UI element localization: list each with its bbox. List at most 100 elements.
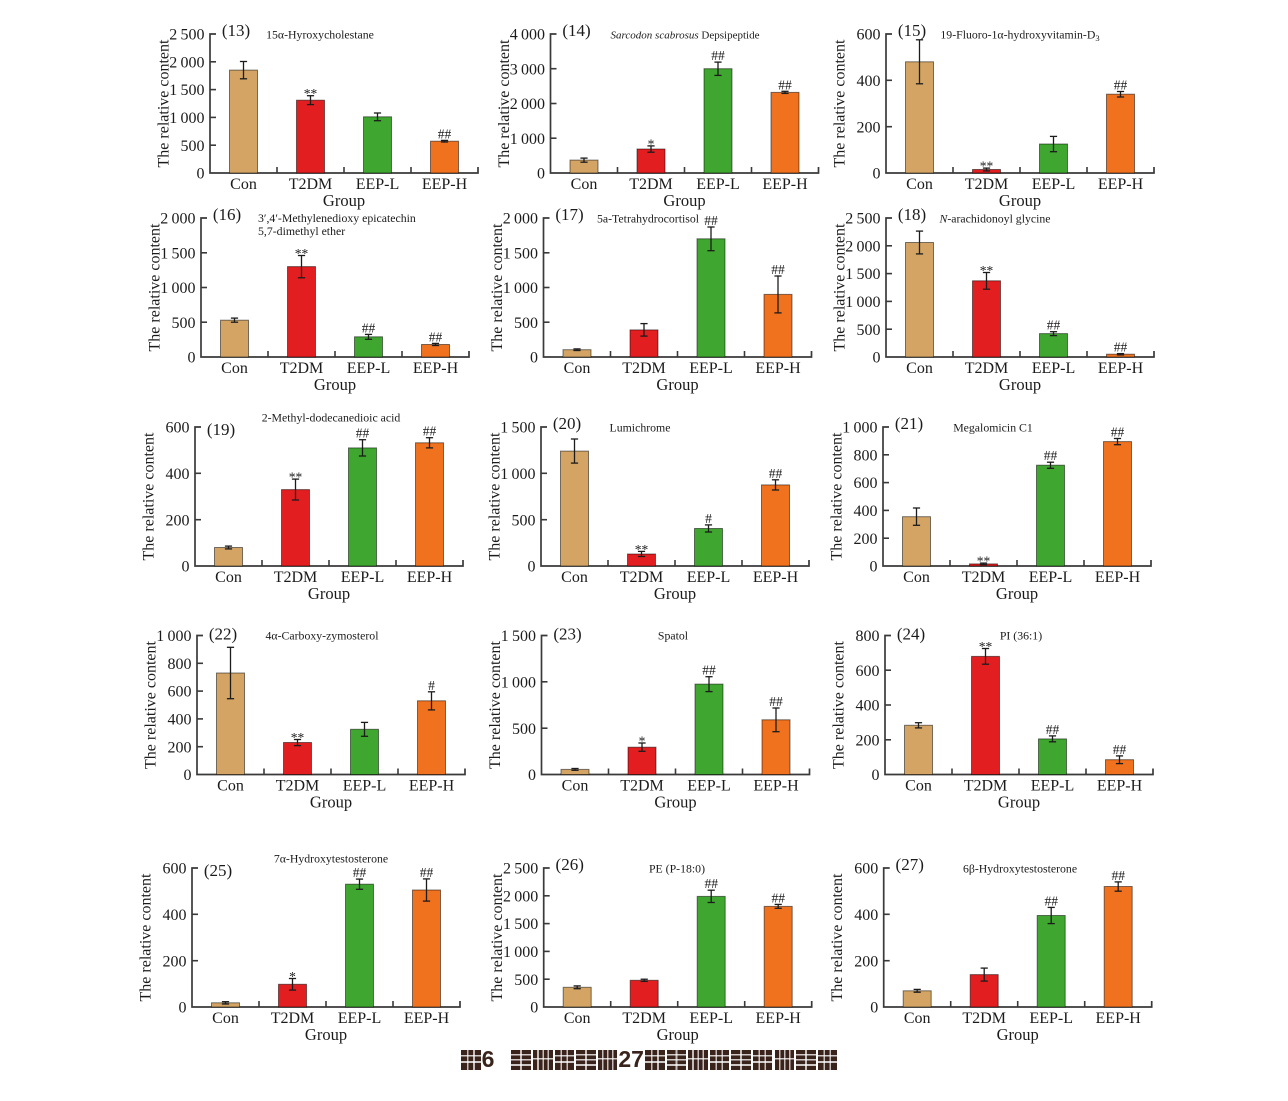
svg-text:Group: Group (323, 191, 365, 210)
svg-text:0: 0 (528, 767, 536, 784)
svg-text:Con: Con (564, 360, 591, 377)
svg-text:(20): (20) (553, 414, 581, 433)
svg-text:600: 600 (854, 475, 878, 492)
svg-text:##: ## (356, 426, 370, 441)
svg-text:(25): (25) (204, 861, 232, 880)
svg-text:Con: Con (212, 1010, 239, 1027)
svg-text:The relative content: The relative content (832, 39, 849, 167)
svg-text:##: ## (1111, 425, 1125, 440)
svg-text:**: ** (980, 263, 994, 278)
svg-text:EEP-L: EEP-L (687, 778, 731, 795)
svg-text:Sarcodon scabrosus Depsipeptid: Sarcodon scabrosus Depsipeptide (611, 30, 760, 42)
svg-text:EEP-H: EEP-H (762, 176, 808, 193)
svg-text:5,7-dimethyl ether: 5,7-dimethyl ether (258, 224, 345, 238)
svg-text:Con: Con (561, 569, 588, 586)
svg-text:0: 0 (870, 559, 878, 576)
svg-text:EEP-H: EEP-H (422, 176, 468, 193)
svg-text:**: ** (979, 639, 993, 654)
svg-text:0: 0 (197, 166, 205, 183)
svg-text:400: 400 (854, 907, 878, 924)
svg-text:The relative content: The relative content (487, 432, 504, 560)
svg-text:##: ## (438, 126, 452, 141)
svg-text:##: ## (702, 663, 716, 678)
svg-text:Con: Con (217, 778, 244, 795)
svg-text:500: 500 (512, 721, 536, 738)
svg-text:(23): (23) (553, 625, 581, 644)
svg-text:EEP-L: EEP-L (343, 778, 387, 795)
svg-text:EEP-L: EEP-L (687, 569, 731, 586)
svg-text:EEP-L: EEP-L (1031, 778, 1075, 795)
svg-text:Group: Group (654, 584, 696, 603)
svg-text:EEP-L: EEP-L (696, 176, 740, 193)
svg-text:600: 600 (857, 27, 881, 44)
svg-text:##: ## (769, 694, 783, 709)
svg-text:Con: Con (571, 176, 598, 193)
svg-text:T2DM: T2DM (280, 360, 324, 377)
svg-text:Megalomicin C1: Megalomicin C1 (953, 421, 1033, 435)
svg-text:##: ## (420, 865, 434, 880)
svg-text:T2DM: T2DM (622, 360, 666, 377)
svg-text:800: 800 (168, 656, 192, 673)
svg-text:PI (36:1): PI (36:1) (1000, 629, 1042, 643)
svg-text:*: * (289, 969, 296, 984)
svg-text:*: * (648, 136, 655, 151)
svg-text:#: # (705, 511, 712, 526)
svg-text:1 000: 1 000 (169, 110, 204, 127)
svg-text:##: ## (429, 329, 443, 344)
svg-text:Group: Group (310, 793, 352, 812)
svg-text:3 000: 3 000 (510, 61, 545, 78)
svg-text:600: 600 (163, 861, 187, 878)
svg-text:EEP-H: EEP-H (753, 778, 799, 795)
svg-text:T2DM: T2DM (620, 778, 664, 795)
svg-text:2-Methyl-dodecanedioic acid: 2-Methyl-dodecanedioic acid (262, 411, 401, 425)
svg-text:T2DM: T2DM (289, 176, 333, 193)
svg-text:##: ## (1113, 742, 1127, 757)
svg-text:0: 0 (530, 1000, 538, 1017)
svg-text:The relative content: The relative content (138, 873, 155, 1001)
svg-text:2 000: 2 000 (845, 238, 880, 255)
svg-text:**: ** (635, 542, 649, 557)
svg-text:2 000: 2 000 (169, 54, 204, 71)
svg-text:2 500: 2 500 (503, 861, 538, 878)
svg-text:EEP-H: EEP-H (404, 1010, 450, 1027)
svg-text:Spatol: Spatol (658, 629, 689, 643)
svg-text:EEP-L: EEP-L (347, 360, 391, 377)
svg-text:6β-Hydroxytestosterone: 6β-Hydroxytestosterone (963, 862, 1077, 876)
svg-text:The relative content: The relative content (832, 223, 849, 351)
svg-text:##: ## (1114, 340, 1128, 355)
svg-text:1 000: 1 000 (842, 420, 877, 437)
svg-text:##: ## (704, 876, 718, 891)
svg-text:600: 600 (166, 420, 190, 437)
svg-text:Group: Group (663, 191, 705, 210)
svg-text:200: 200 (857, 119, 881, 136)
svg-text:T2DM: T2DM (620, 569, 664, 586)
svg-text:1 500: 1 500 (845, 266, 880, 283)
svg-text:(24): (24) (897, 625, 925, 644)
svg-text:T2DM: T2DM (962, 1010, 1006, 1027)
svg-text:#: # (428, 678, 435, 693)
svg-text:EEP-L: EEP-L (1032, 360, 1076, 377)
svg-text:EEP-L: EEP-L (1029, 569, 1073, 586)
svg-text:EEP-L: EEP-L (338, 1010, 382, 1027)
svg-text:500: 500 (181, 138, 205, 155)
svg-text:600: 600 (856, 663, 880, 680)
svg-text:1 000: 1 000 (500, 466, 535, 483)
svg-text:EEP-L: EEP-L (689, 1010, 733, 1027)
svg-text:Con: Con (215, 569, 242, 586)
svg-text:PE (P-18:0): PE (P-18:0) (649, 862, 705, 876)
svg-text:(15): (15) (898, 21, 926, 40)
svg-text:1 500: 1 500 (503, 245, 538, 262)
svg-text:##: ## (362, 320, 376, 335)
svg-text:T2DM: T2DM (622, 1010, 666, 1027)
svg-text:EEP-H: EEP-H (407, 569, 453, 586)
svg-text:0: 0 (184, 767, 192, 784)
svg-text:##: ## (1114, 78, 1128, 93)
svg-text:2 000: 2 000 (160, 211, 195, 228)
svg-text:EEP-H: EEP-H (755, 360, 801, 377)
svg-text:1 500: 1 500 (160, 245, 195, 262)
svg-text:1 000: 1 000 (503, 280, 538, 297)
svg-text:The relative content: The relative content (141, 432, 158, 560)
svg-text:(26): (26) (556, 855, 584, 874)
svg-text:2 500: 2 500 (169, 27, 204, 44)
svg-text:**: ** (295, 246, 309, 261)
